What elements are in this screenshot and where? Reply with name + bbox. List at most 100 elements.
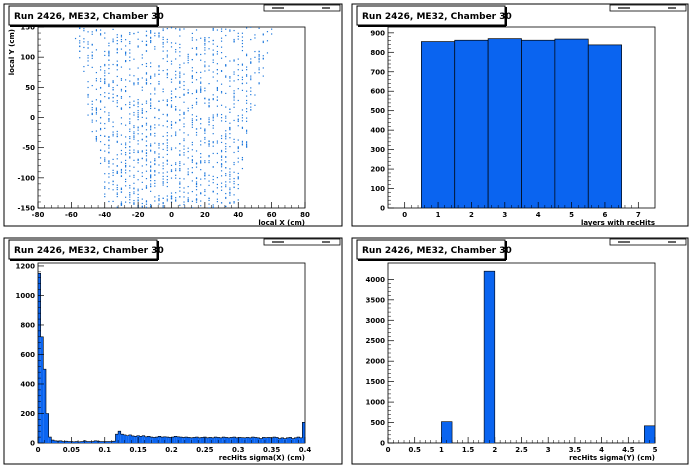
hit-point xyxy=(145,100,148,102)
hit-point xyxy=(175,48,177,51)
hit-point xyxy=(104,37,106,39)
hit-point xyxy=(145,186,148,188)
hit-point xyxy=(241,167,244,170)
hit-point xyxy=(91,119,93,121)
hit-point xyxy=(233,38,235,41)
hit-point xyxy=(204,37,206,39)
hit-point xyxy=(191,107,193,109)
hit-point xyxy=(212,53,214,55)
hit-point xyxy=(233,183,235,185)
hit-point xyxy=(204,39,206,41)
hit-point xyxy=(220,57,223,59)
hit-point xyxy=(175,147,177,149)
hit-point xyxy=(200,160,202,162)
hit-point xyxy=(112,41,114,43)
x-tick-label: 0.4 xyxy=(299,446,312,454)
hit-point xyxy=(129,122,131,125)
hit-point xyxy=(237,139,239,141)
hit-point xyxy=(208,203,210,205)
hit-point xyxy=(120,117,123,119)
hit-point xyxy=(254,37,256,39)
bar-bin-11 xyxy=(67,441,71,443)
hit-point xyxy=(229,168,231,170)
hit-point xyxy=(220,189,223,191)
hit-point xyxy=(145,129,148,131)
hit-point xyxy=(208,36,210,39)
hit-point xyxy=(145,44,148,47)
hit-point xyxy=(241,156,244,159)
hit-point xyxy=(116,188,118,191)
hit-point xyxy=(145,170,148,172)
hit-point xyxy=(112,189,114,191)
hit-point xyxy=(129,194,131,196)
hit-point xyxy=(154,182,156,184)
hit-point xyxy=(195,177,198,180)
bar-bin-3 xyxy=(487,38,522,208)
hit-point xyxy=(237,176,239,178)
hit-point xyxy=(183,178,185,180)
hit-point xyxy=(166,126,168,128)
hit-point xyxy=(229,111,231,113)
hit-point xyxy=(112,125,114,128)
hit-point xyxy=(166,104,168,107)
hit-point xyxy=(250,38,252,41)
hit-point xyxy=(158,195,160,197)
bar-bin-65 xyxy=(211,437,215,443)
hit-point xyxy=(208,197,210,200)
hit-point xyxy=(241,142,244,144)
hit-point xyxy=(204,44,206,46)
hit-point xyxy=(150,161,152,163)
hit-point xyxy=(183,117,185,119)
y-tick-label: -100 xyxy=(17,174,35,182)
hit-point xyxy=(145,30,148,32)
hit-point xyxy=(99,108,102,110)
hit-point xyxy=(91,109,93,111)
hit-point xyxy=(125,169,127,171)
hit-point xyxy=(137,159,139,161)
hit-point xyxy=(220,90,223,93)
hit-point xyxy=(220,155,223,157)
hit-point xyxy=(233,73,235,75)
hit-point xyxy=(237,115,239,117)
hit-point xyxy=(179,169,181,171)
hit-point xyxy=(91,100,93,102)
hit-point xyxy=(200,77,202,79)
hit-point xyxy=(220,151,223,153)
bar-bin-34 xyxy=(128,434,132,443)
hit-point xyxy=(200,89,202,91)
hit-point xyxy=(187,200,189,202)
hit-point xyxy=(212,175,214,178)
hit-point xyxy=(137,197,139,199)
hit-point xyxy=(262,33,264,35)
hit-point xyxy=(266,31,269,33)
hit-point xyxy=(212,142,214,144)
hit-point xyxy=(150,75,152,77)
hit-point xyxy=(99,78,102,80)
y-tick-label: 300 xyxy=(370,146,385,154)
hit-point xyxy=(137,190,139,192)
hit-point xyxy=(233,163,235,166)
hit-point xyxy=(254,34,256,36)
data-marks xyxy=(38,273,305,443)
x-tick-label: 0 xyxy=(386,446,391,454)
hit-point xyxy=(120,97,123,99)
chart-panel-2: 0 100 200 300 400 500 600 700 800 900 0 1 2 3 4 5 6 7laye… xyxy=(351,3,689,227)
hit-point xyxy=(141,63,143,66)
hit-point xyxy=(250,103,252,105)
hit-point xyxy=(108,200,110,203)
stats-box xyxy=(263,238,341,246)
hit-point xyxy=(241,69,244,71)
hit-point xyxy=(179,96,181,99)
hit-point xyxy=(229,122,231,124)
hit-point xyxy=(183,201,185,203)
hit-point xyxy=(179,162,181,165)
bar-bin-21 xyxy=(94,440,97,443)
hit-point xyxy=(99,94,102,96)
hit-point xyxy=(254,56,256,58)
hit-point xyxy=(179,154,181,156)
hit-point xyxy=(187,173,189,175)
hit-point xyxy=(150,104,152,106)
hit-point xyxy=(216,142,218,144)
hit-point xyxy=(195,181,198,183)
hit-point xyxy=(225,64,227,67)
